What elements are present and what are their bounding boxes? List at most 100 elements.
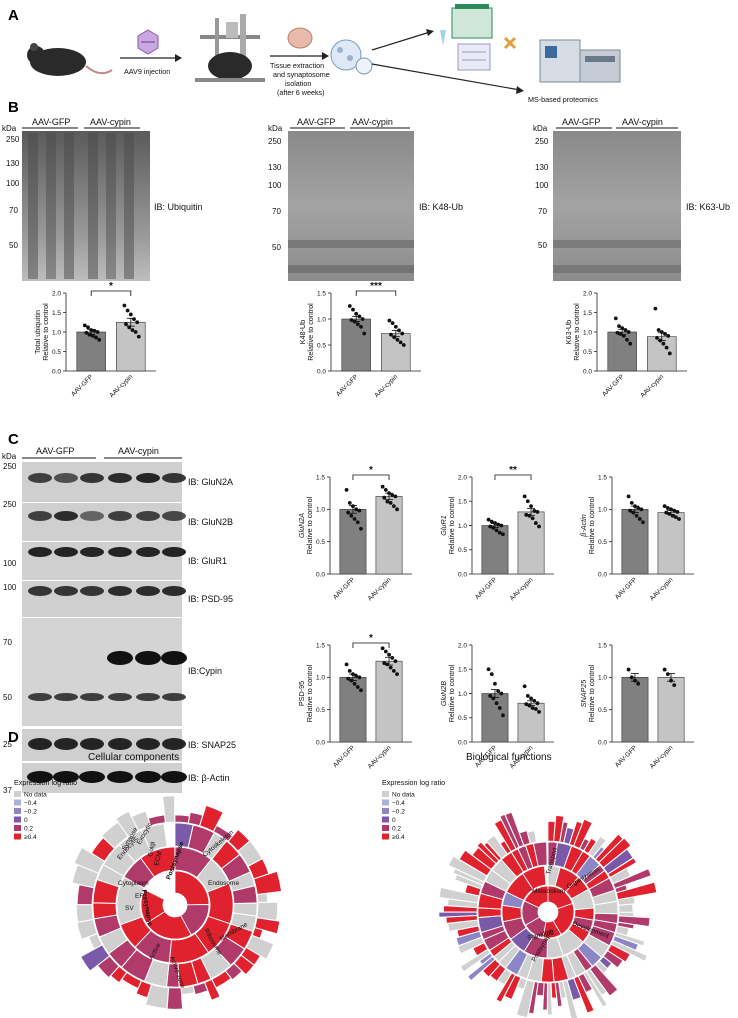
significance-label: *** (370, 281, 382, 292)
data-point (653, 306, 658, 311)
data-point (124, 322, 128, 327)
panel-label-b: B (8, 99, 19, 116)
data-point (672, 508, 677, 513)
marker-label: 250 (3, 500, 17, 509)
marker-130: 130 (535, 163, 549, 172)
legend-label: 0 (24, 817, 28, 824)
data-point (656, 328, 661, 332)
data-point (667, 511, 672, 516)
data-point (359, 526, 363, 531)
data-point (489, 672, 494, 676)
y-tick-label: 0.5 (598, 539, 607, 546)
data-point (351, 307, 355, 312)
x-tick-label: AAV-cypin (108, 373, 134, 399)
data-point (82, 323, 87, 328)
group-label-cypin: AAV-cypin (622, 117, 663, 127)
data-point (633, 504, 637, 508)
data-point (86, 325, 90, 330)
data-point (533, 521, 538, 525)
sunburst-segment (527, 830, 537, 844)
y-tick-label: 0.0 (52, 368, 61, 375)
data-point (132, 317, 136, 322)
data-point (354, 507, 359, 512)
legend-label: −0.2 (392, 809, 405, 816)
data-point (351, 672, 355, 676)
data-point (357, 675, 362, 680)
data-point (97, 337, 102, 342)
step-tissue-extraction: Tissue extraction (270, 61, 324, 70)
y-axis-label: Relative to control (447, 496, 456, 554)
legend-label: −0.2 (24, 809, 37, 816)
data-point (535, 510, 540, 514)
data-point (354, 311, 359, 316)
y-tick-label: 1.0 (583, 329, 592, 336)
data-point (351, 504, 355, 508)
data-point (359, 324, 363, 329)
data-point (388, 500, 393, 505)
y-tick-label: 2.0 (583, 290, 592, 297)
sunburst-segment (140, 846, 176, 878)
legend-swatch (382, 799, 389, 806)
significance-bracket (352, 474, 390, 480)
data-point (525, 694, 530, 698)
marker-label: 100 (3, 583, 17, 592)
y-tick-label: 1.0 (458, 691, 467, 698)
legend-swatch (14, 808, 21, 814)
sunburst-label: Golgi (147, 841, 157, 857)
x-tick-label: AAV-cypin (649, 744, 675, 770)
marker-130: 130 (268, 163, 282, 172)
y-axis-label: Relative to control (305, 496, 314, 554)
data-point (128, 312, 133, 317)
aav-virus-icon (137, 29, 159, 55)
legend-label: −0.4 (24, 800, 37, 807)
data-point (89, 328, 94, 332)
sunburst-segment (166, 987, 183, 1010)
marker-70: 70 (272, 207, 281, 216)
y-tick-label: 0.0 (458, 739, 467, 746)
data-point (349, 513, 354, 518)
y-tick-label: 0.5 (598, 707, 607, 714)
data-point (355, 520, 360, 525)
kda-label: kDa (268, 124, 283, 133)
data-point (626, 667, 631, 672)
data-point (675, 510, 680, 514)
data-point (662, 504, 667, 508)
data-point (669, 507, 673, 512)
data-point (522, 494, 527, 499)
data-point (663, 332, 667, 336)
data-point (385, 499, 390, 504)
legend-left: Expression log ratio No data−0.4 −0.20 0.2≥… (14, 778, 77, 841)
data-point (393, 494, 398, 499)
marker-label: 50 (3, 693, 12, 702)
data-point (530, 516, 535, 521)
data-point (637, 517, 642, 521)
sunburst-segment (256, 901, 279, 921)
legend-swatch (14, 825, 21, 831)
data-point (501, 532, 505, 537)
data-point (662, 667, 667, 672)
data-point (529, 504, 533, 508)
marker-100: 100 (268, 181, 282, 190)
legend-label: No data (24, 792, 47, 799)
data-point (533, 707, 538, 711)
data-point (629, 675, 634, 680)
legend-right: Expression log ratio No data−0.4 −0.20 0.2≥… (382, 778, 445, 841)
y-axis-label: Relative to control (41, 303, 50, 361)
y-axis-label: SNAP25 (579, 679, 588, 708)
data-point (391, 504, 396, 508)
data-point (389, 332, 393, 337)
data-point (621, 334, 626, 338)
sunburst-label: Metabolism (532, 888, 565, 895)
y-tick-label: 2.0 (458, 474, 467, 481)
chart-c-glun2a: 0.0 0.5 1.0 1.5 GluN2A Relative to control AAV… (297, 465, 412, 602)
y-tick-label: 0.0 (458, 571, 467, 578)
sunburst-biological-functions: MetabolismTransportSignalingOrganization… (438, 811, 658, 1018)
ib-label: IB: SNAP25 (188, 740, 236, 750)
data-point (677, 517, 681, 521)
significance-bracket (494, 474, 532, 480)
y-tick-label: 1.5 (458, 667, 467, 674)
data-point (501, 713, 505, 718)
data-point (354, 674, 359, 678)
y-tick-label: 0.0 (598, 739, 607, 746)
